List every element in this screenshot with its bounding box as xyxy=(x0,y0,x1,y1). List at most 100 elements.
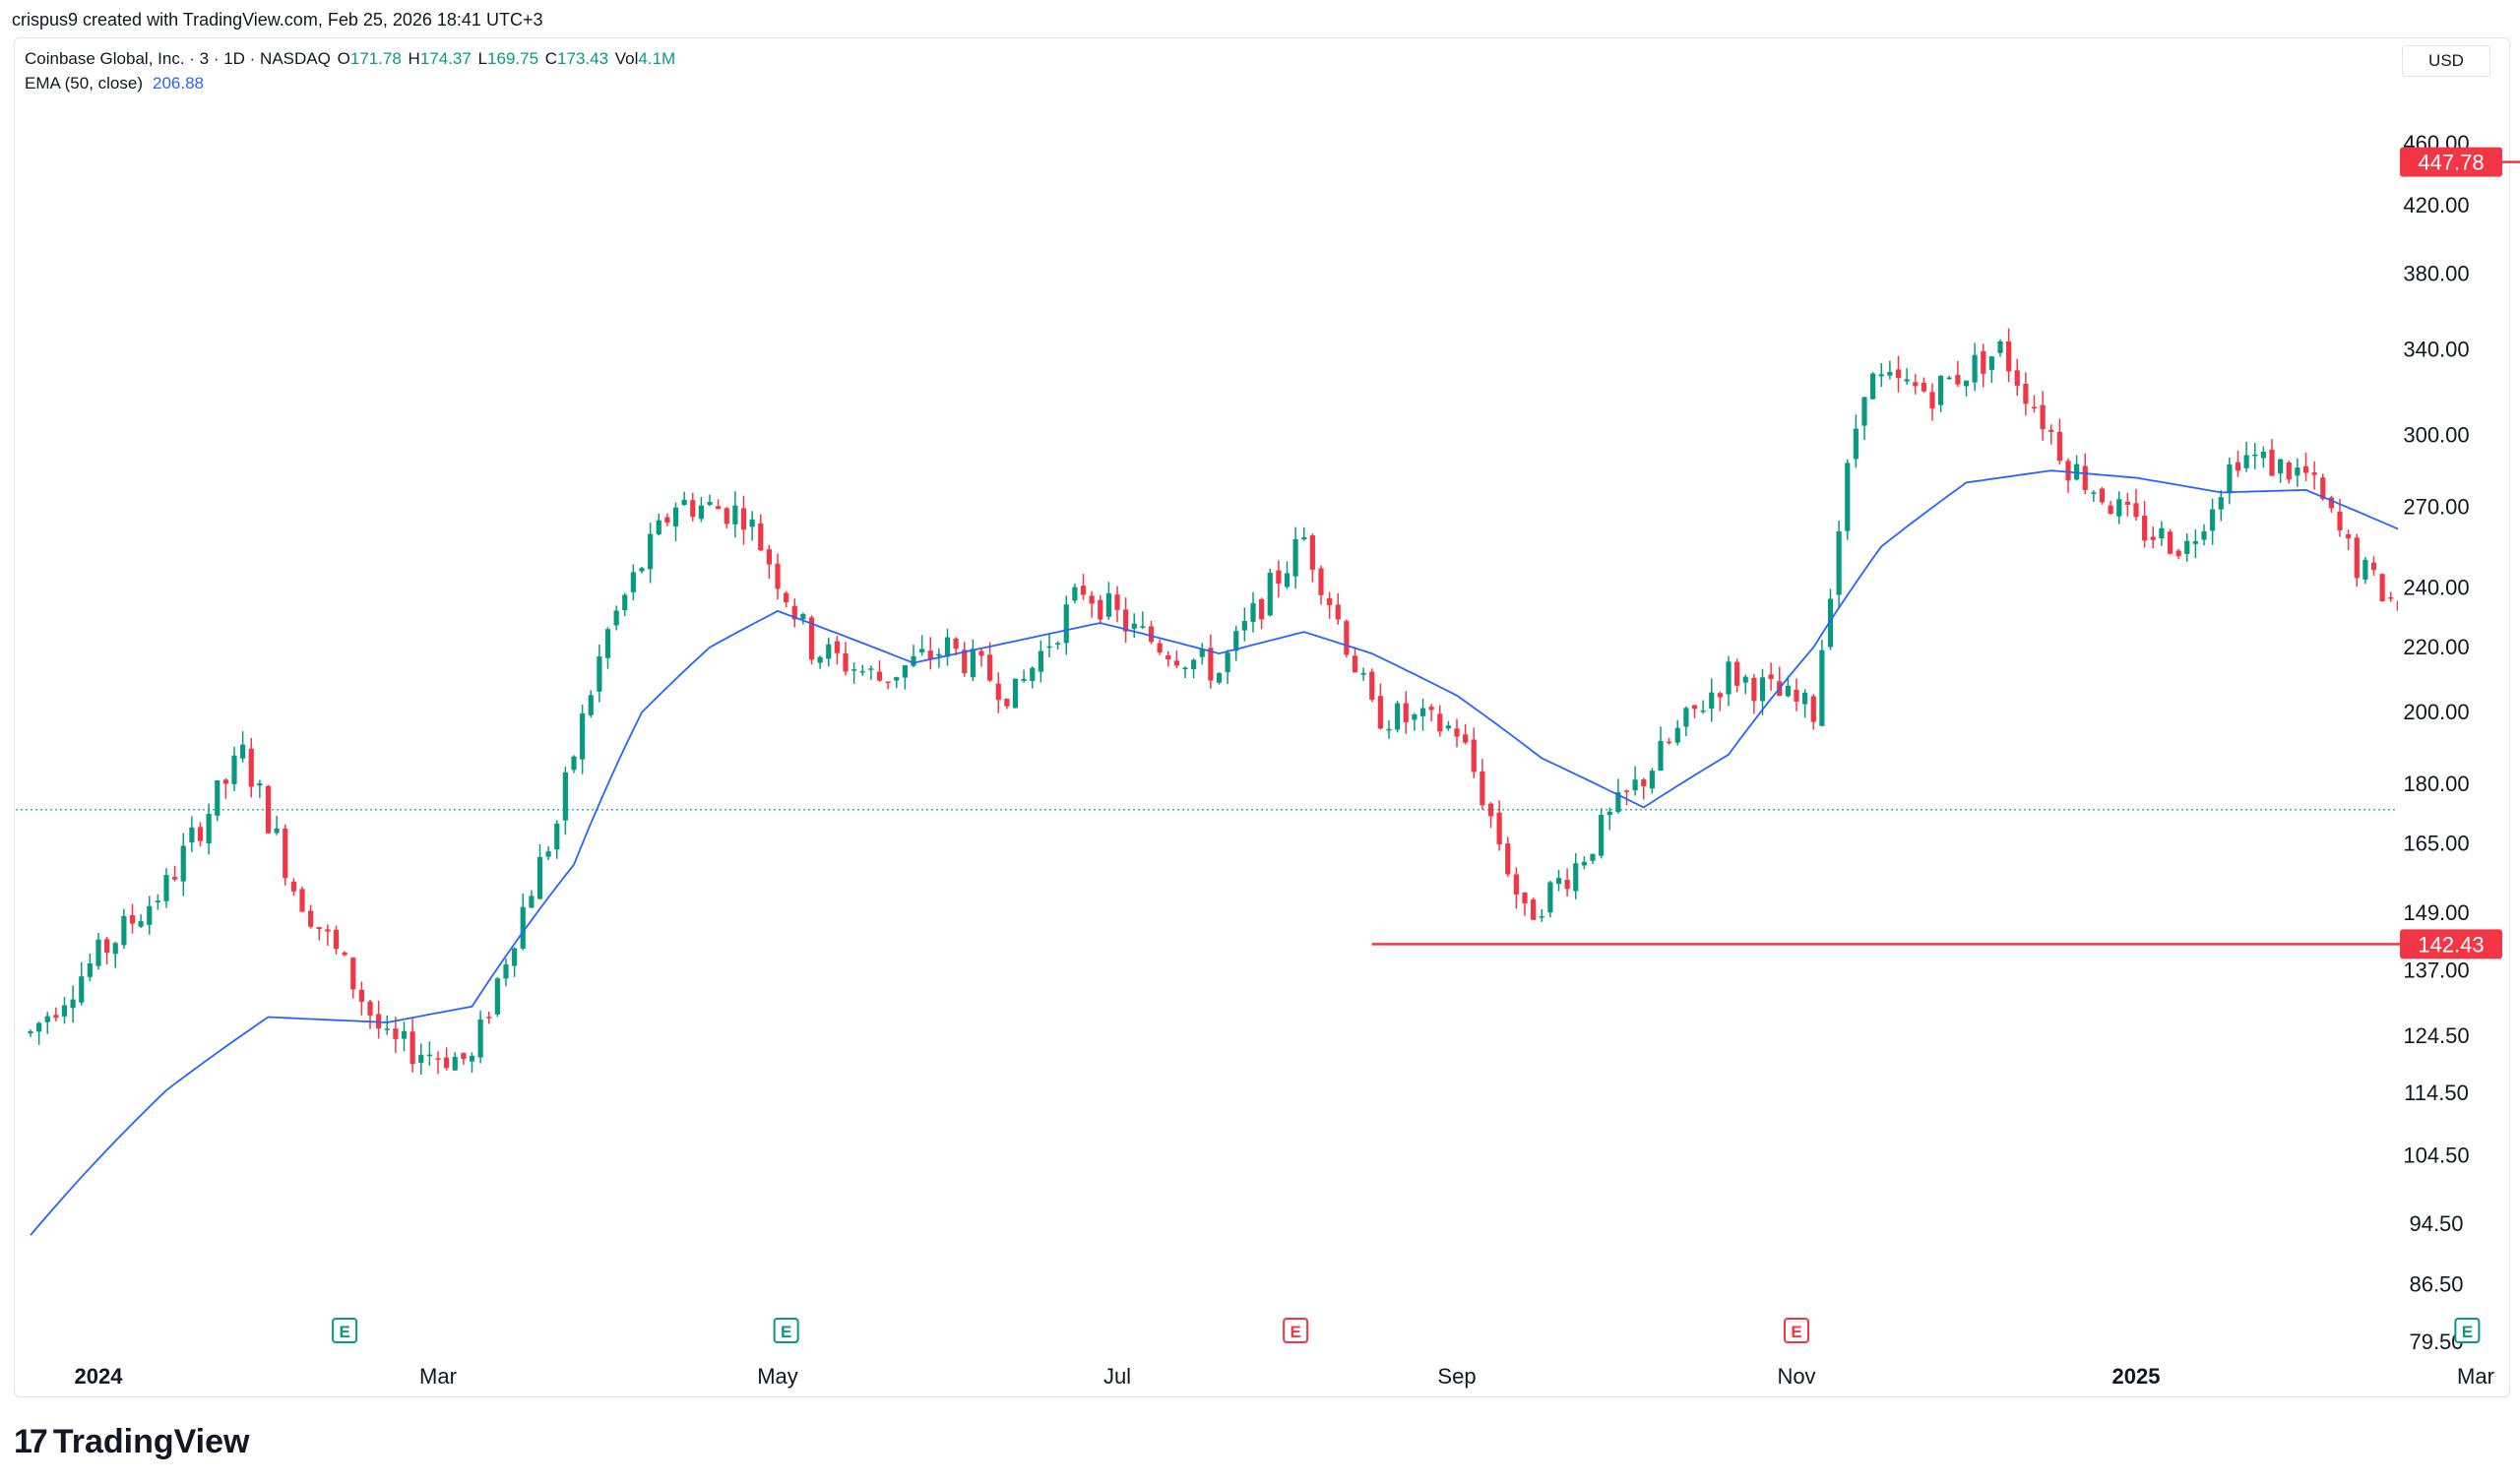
candle-body xyxy=(622,594,628,611)
candle-body xyxy=(843,653,849,672)
symbol-legend[interactable]: Coinbase Global, Inc. · 3 · 1D · NASDAQ … xyxy=(25,49,675,69)
candle-body xyxy=(2116,499,2122,517)
candle-body xyxy=(987,654,993,681)
candle-body xyxy=(1938,376,1944,405)
candle-body xyxy=(180,845,186,882)
candle-body xyxy=(104,939,110,954)
candle-body xyxy=(2362,559,2368,580)
candle-body xyxy=(477,1020,483,1058)
candle-body xyxy=(758,523,764,551)
price-axis-tick: 79.50 xyxy=(2409,1329,2463,1354)
candle-body xyxy=(129,914,136,924)
candle-body xyxy=(1742,676,1748,683)
earnings-marker-label: E xyxy=(781,1323,791,1341)
volume-label: Vol xyxy=(614,49,639,68)
candle-body xyxy=(1683,708,1689,727)
candle-body xyxy=(1140,626,1146,628)
candle-body xyxy=(2498,721,2503,733)
candle-body xyxy=(1946,377,1952,380)
candle-body xyxy=(1191,659,1197,669)
candle-body xyxy=(826,644,832,659)
candle-body xyxy=(2405,610,2410,612)
candle-body xyxy=(1573,863,1579,892)
candle-body xyxy=(1547,882,1553,913)
candle-body xyxy=(1471,739,1477,773)
price-axis-tick: 380.00 xyxy=(2403,262,2469,286)
candle-body xyxy=(1709,692,1715,710)
price-axis-tick: 86.50 xyxy=(2409,1271,2463,1296)
ohlc-high-value: 174.37 xyxy=(419,49,472,68)
candle-body xyxy=(817,656,823,663)
candle-body xyxy=(1649,771,1655,789)
candle-body xyxy=(367,1001,373,1016)
symbol-title[interactable]: Coinbase Global, Inc. · 3 · 1D · NASDAQ xyxy=(25,49,331,68)
candle-body xyxy=(791,605,797,620)
candle-body xyxy=(155,900,160,903)
candle-body xyxy=(1241,621,1247,631)
earnings-marker-icon xyxy=(1784,1318,1809,1343)
candle-body xyxy=(1445,725,1451,729)
currency-button[interactable]: USD xyxy=(2402,45,2490,77)
candle-body xyxy=(1726,661,1732,695)
candle-body xyxy=(1131,623,1137,629)
candle-body xyxy=(1988,356,1994,370)
candle-body xyxy=(613,610,619,626)
resistance-level-label: 447.78 xyxy=(2418,151,2484,175)
candle-body xyxy=(868,668,874,670)
candle-body xyxy=(775,563,781,589)
plot-area xyxy=(16,328,2503,1236)
candle-body xyxy=(604,629,611,658)
candle-body xyxy=(1454,728,1460,737)
candle-body xyxy=(732,505,738,525)
candle-body xyxy=(1030,667,1036,681)
candle-body xyxy=(911,655,916,666)
candle-body xyxy=(2328,497,2334,509)
candle-body xyxy=(469,1055,475,1062)
candle-body xyxy=(87,962,93,977)
candle-body xyxy=(1810,696,1816,722)
candle-body xyxy=(494,978,500,1015)
candle-body xyxy=(1632,779,1638,791)
candle-body xyxy=(1972,354,1978,383)
indicator-value: 206.88 xyxy=(153,74,204,93)
earnings-marker-label: E xyxy=(1791,1323,1801,1341)
candle-body xyxy=(707,502,713,505)
candle-body xyxy=(1904,379,1910,382)
tradingview-logo-icon: 17 xyxy=(14,1423,48,1460)
candle-body xyxy=(1963,380,1970,387)
candle-body xyxy=(274,828,280,834)
candle-body xyxy=(1794,689,1799,702)
candle-body xyxy=(1276,570,1282,585)
candle-body xyxy=(1981,350,1986,374)
ohlc-close-value: 173.43 xyxy=(557,49,609,68)
indicator-label[interactable]: EMA (50, close) xyxy=(25,74,143,93)
candle-body xyxy=(1072,587,1078,601)
candle-body xyxy=(1301,536,1307,540)
candle-body xyxy=(1590,853,1596,861)
candle-body xyxy=(1913,382,1919,387)
candle-body xyxy=(2201,531,2207,540)
candle-body xyxy=(1929,392,1935,408)
candle-body xyxy=(834,641,840,653)
candle-body xyxy=(1309,535,1315,570)
candle-body xyxy=(690,500,696,518)
candle-body xyxy=(1878,374,1884,377)
candle-body xyxy=(1487,803,1494,817)
candle-body xyxy=(1098,599,1103,620)
price-axis-tick: 340.00 xyxy=(2403,338,2469,362)
candle-body xyxy=(1691,705,1698,710)
indicator-legend[interactable]: EMA (50, close) 206.88 xyxy=(25,74,204,93)
candle-body xyxy=(2150,536,2156,540)
candle-body xyxy=(545,851,551,857)
candle-body xyxy=(2040,404,2046,430)
candle-body xyxy=(189,827,195,842)
candle-body xyxy=(1284,573,1291,587)
candle-body xyxy=(851,669,857,671)
time-axis-tick: Mar xyxy=(2457,1364,2494,1389)
brand-name: TradingView xyxy=(52,1423,250,1460)
candle-body xyxy=(2031,406,2038,408)
candle-body xyxy=(2379,574,2385,601)
candle-body xyxy=(28,1030,33,1034)
candle-body xyxy=(1667,741,1672,744)
